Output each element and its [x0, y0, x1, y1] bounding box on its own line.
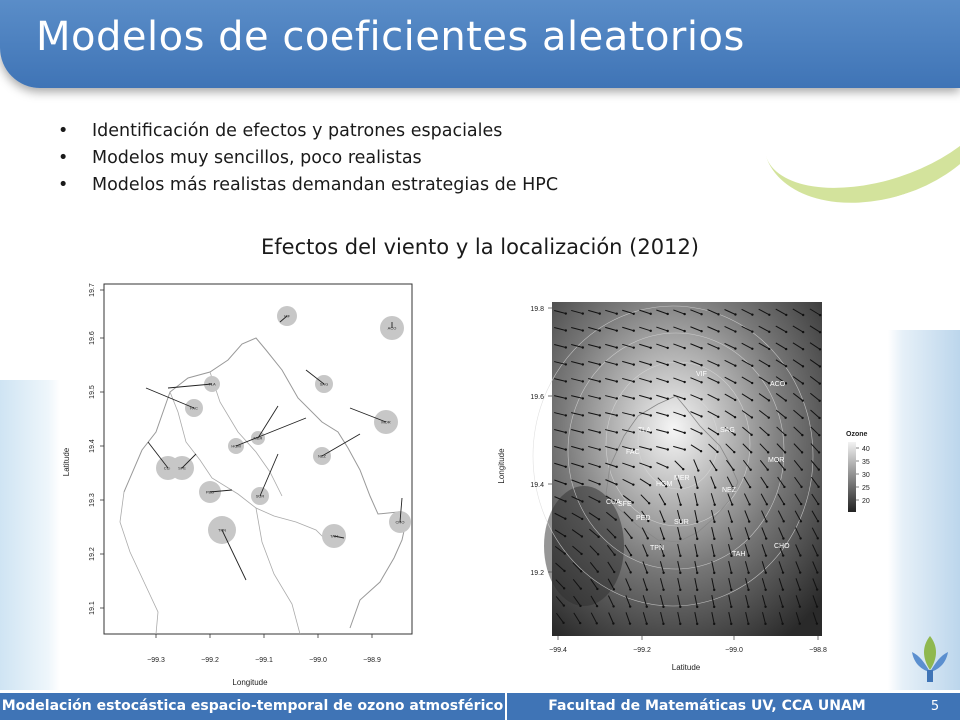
station-label: PED [206, 490, 214, 495]
right-x-tick-label: −99.4 [549, 647, 567, 654]
station-label: HGM [656, 481, 673, 488]
wind-vector [349, 407, 387, 423]
station-label: SUR [674, 519, 689, 526]
right-x-tick-label: −99.2 [633, 647, 651, 654]
wind-vector [167, 383, 213, 389]
left-x-tick-label: −99.0 [309, 657, 327, 664]
station-label: FAC [626, 449, 640, 456]
legend-colorbar [848, 442, 856, 512]
right-y-axis-label: Longitude [497, 448, 506, 484]
right-y-tick-label: 19.8 [530, 306, 544, 313]
station-label: TAH [732, 551, 745, 558]
left-x-tick-label: −99.3 [147, 657, 165, 664]
station-label: CHO [396, 520, 405, 525]
wind-vector [257, 405, 279, 439]
station-label: CHO [774, 543, 790, 550]
decorative-bg-right [888, 330, 960, 690]
station-label: MER [254, 436, 263, 441]
left-x-tick-label: −99.1 [255, 657, 273, 664]
bullet-list: Identificación de efectos y patrones esp… [56, 118, 558, 199]
bullet-item: Modelos muy sencillos, poco realistas [56, 145, 558, 172]
footer-bar: Modelación estocástica espacio-temporal … [0, 693, 960, 720]
station-label: PED [636, 515, 650, 522]
wind-vector [305, 369, 325, 385]
decorative-bg-left [0, 380, 60, 690]
station-label: TPN [650, 545, 664, 552]
station-label: SAG [720, 427, 735, 434]
bullet-item: Identificación de efectos y patrones esp… [56, 118, 558, 145]
station-label: NEZ [318, 454, 327, 459]
right-y-tick-label: 19.6 [530, 394, 544, 401]
left-x-tick-label: −98.9 [363, 657, 381, 664]
station-label: TPN [218, 528, 226, 533]
region-boundary [123, 337, 407, 629]
station-label: MER [674, 475, 690, 482]
right-x-tick-label: −98.8 [809, 647, 827, 654]
right-y-tick-label: 19.4 [530, 482, 544, 489]
legend-value-label: 30 [862, 472, 870, 479]
station-label: TLA [638, 427, 651, 434]
left-y-tick-label: 19.5 [89, 385, 96, 399]
station-label: VIF [284, 314, 291, 319]
station-label: FAC [190, 406, 198, 411]
title-bar: Modelos de coeficientes aleatorios [0, 0, 960, 88]
left-y-tick-label: 19.7 [89, 283, 96, 297]
station-label: MOR [768, 457, 784, 464]
station-label: ACO [388, 326, 397, 331]
wind-vector [145, 387, 195, 409]
left-x-tick-label: −99.2 [201, 657, 219, 664]
page-number: 5 [930, 699, 940, 714]
wind-vector [259, 453, 279, 497]
wind-vector [321, 433, 361, 457]
wind-vector [279, 315, 288, 323]
footer-divider [505, 693, 507, 720]
station-label: SFE [178, 466, 186, 471]
right-x-tick-label: −99.0 [725, 647, 743, 654]
left-y-axis-label: Latitude [62, 447, 71, 476]
legend-title: Ozone [846, 431, 867, 438]
logo-icon [912, 636, 948, 682]
wind-vector [235, 417, 307, 447]
station-label: CUA [606, 499, 621, 506]
legend-value-label: 25 [862, 485, 870, 492]
station-label: SAG [320, 382, 328, 387]
figure-title: Efectos del viento y la localización (20… [260, 235, 700, 259]
wind-station-map-plot: 19.1 19.2 19.3 19.4 19.5 19.6 19.7 −99.3 −99.2 −… [60, 282, 420, 690]
legend-value-label: 20 [862, 498, 870, 505]
left-y-tick-label: 19.2 [89, 547, 96, 561]
wind-vector [221, 529, 247, 581]
left-y-tick-label: 19.1 [89, 601, 96, 615]
wind-vector [209, 489, 233, 493]
legend-value-label: 35 [862, 459, 870, 466]
wind-vector [147, 441, 169, 469]
station-label: ACO [770, 381, 786, 388]
station-label: HGM [231, 444, 240, 449]
footer-presentation-title: Modelación estocástica espacio-temporal … [1, 698, 504, 714]
left-y-tick-label: 19.4 [89, 439, 96, 453]
wind-vector [399, 497, 403, 523]
left-x-axis-label: Longitude [232, 678, 268, 687]
station-label: CUA [164, 466, 173, 471]
right-x-axis-label: Latitude [672, 663, 701, 672]
left-y-tick-label: 19.3 [89, 493, 96, 507]
left-y-tick-label: 19.6 [89, 331, 96, 345]
right-y-tick-label: 19.2 [530, 570, 544, 577]
bullet-item: Modelos más realistas demandan estrategi… [56, 172, 558, 199]
station-label: TAH [330, 534, 338, 539]
station-label: MOR [381, 420, 390, 425]
station-label: VIF [696, 371, 707, 378]
station-label: SUR [256, 494, 265, 499]
slide-title: Modelos de coeficientes aleatorios [36, 14, 745, 60]
station-label: TLA [208, 382, 216, 387]
wind-vector [181, 453, 197, 469]
legend-value-label: 40 [862, 446, 870, 453]
wind-vector [333, 535, 345, 539]
footer-institution: Facultad de Matemáticas UV, CCA UNAM [548, 698, 866, 714]
ozone-wind-field-plot: 19.2 19.4 19.6 19.8 −99.4 −99.2 −99.0 −98.8 La… [488, 286, 888, 690]
station-label: NEZ [722, 487, 737, 494]
station-label: SFE [618, 501, 632, 508]
